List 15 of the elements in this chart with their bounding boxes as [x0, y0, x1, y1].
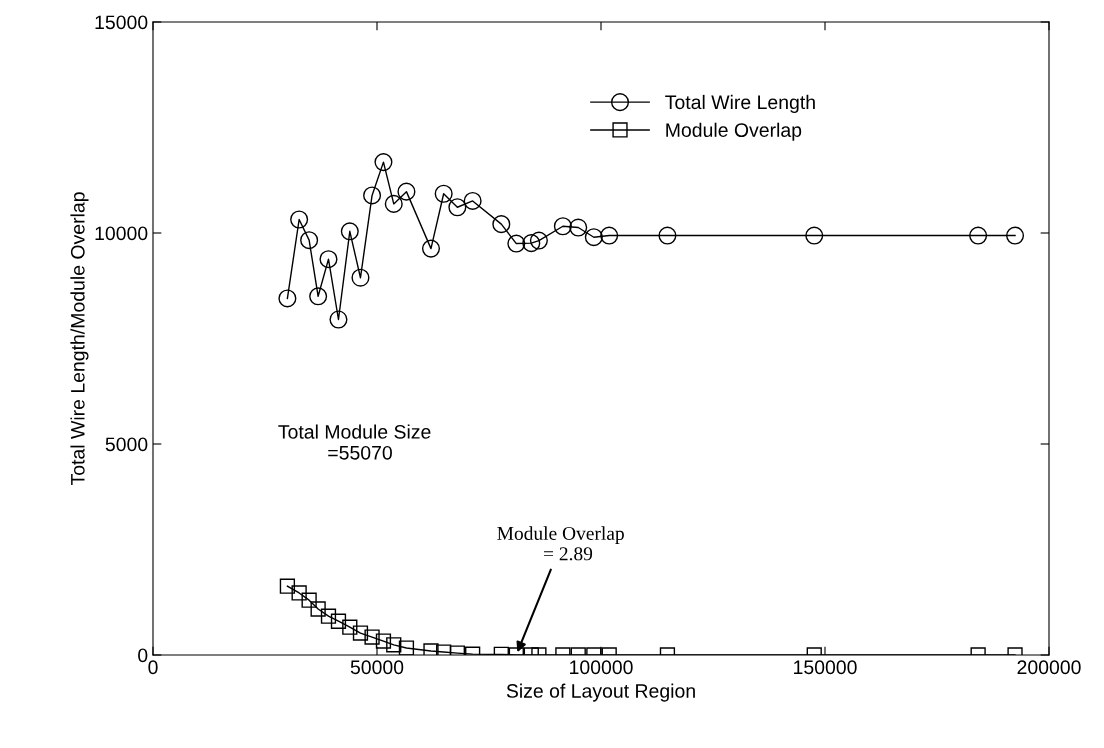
y-tick-label: 5000 [105, 437, 148, 452]
y-axis-title: Total Wire Length/Module Overlap [70, 192, 89, 486]
y-tick-label: 15000 [95, 15, 148, 30]
y-tick-label: 0 [138, 648, 148, 663]
annotation: Module Overlap = 2.89 [497, 526, 624, 561]
legend-label: Total Wire Length [665, 94, 815, 113]
x-tick-label: 100000 [570, 660, 633, 675]
x-tick-label: 50000 [350, 660, 404, 675]
x-tick-label: 0 [148, 660, 158, 675]
x-tick-label: 150000 [794, 660, 857, 675]
annotation: Total Module Size =55070 [278, 424, 431, 460]
x-axis-title: Size of Layout Region [506, 683, 695, 702]
y-tick-label: 10000 [95, 226, 148, 241]
legend-label: Module Overlap [666, 122, 802, 141]
x-tick-label: 200000 [1017, 660, 1081, 675]
